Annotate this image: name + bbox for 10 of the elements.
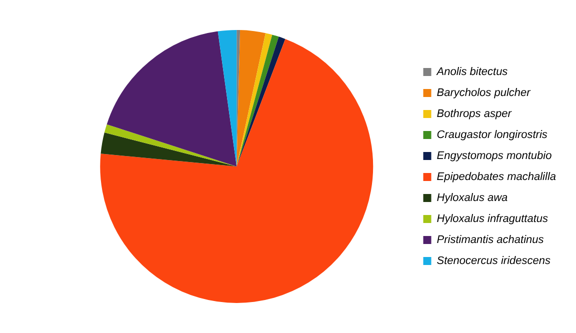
legend-label: Engystomops montubio <box>436 150 552 162</box>
legend-label: Bothrops asper <box>436 108 513 120</box>
legend-label: Hyloxalus awa <box>436 192 508 204</box>
legend-label: Pristimantis achatinus <box>436 234 544 246</box>
legend-label: Epipedobates machalilla <box>436 171 556 184</box>
legend-label: Barycholos pulcher <box>436 87 532 100</box>
legend-label: Stenocercus iridescens <box>436 255 551 268</box>
legend-label: Anolis bitectus <box>436 66 508 78</box>
legend-label: Hyloxalus infraguttatus <box>436 213 549 226</box>
legend-label: Craugastor longirostris <box>436 129 548 142</box>
